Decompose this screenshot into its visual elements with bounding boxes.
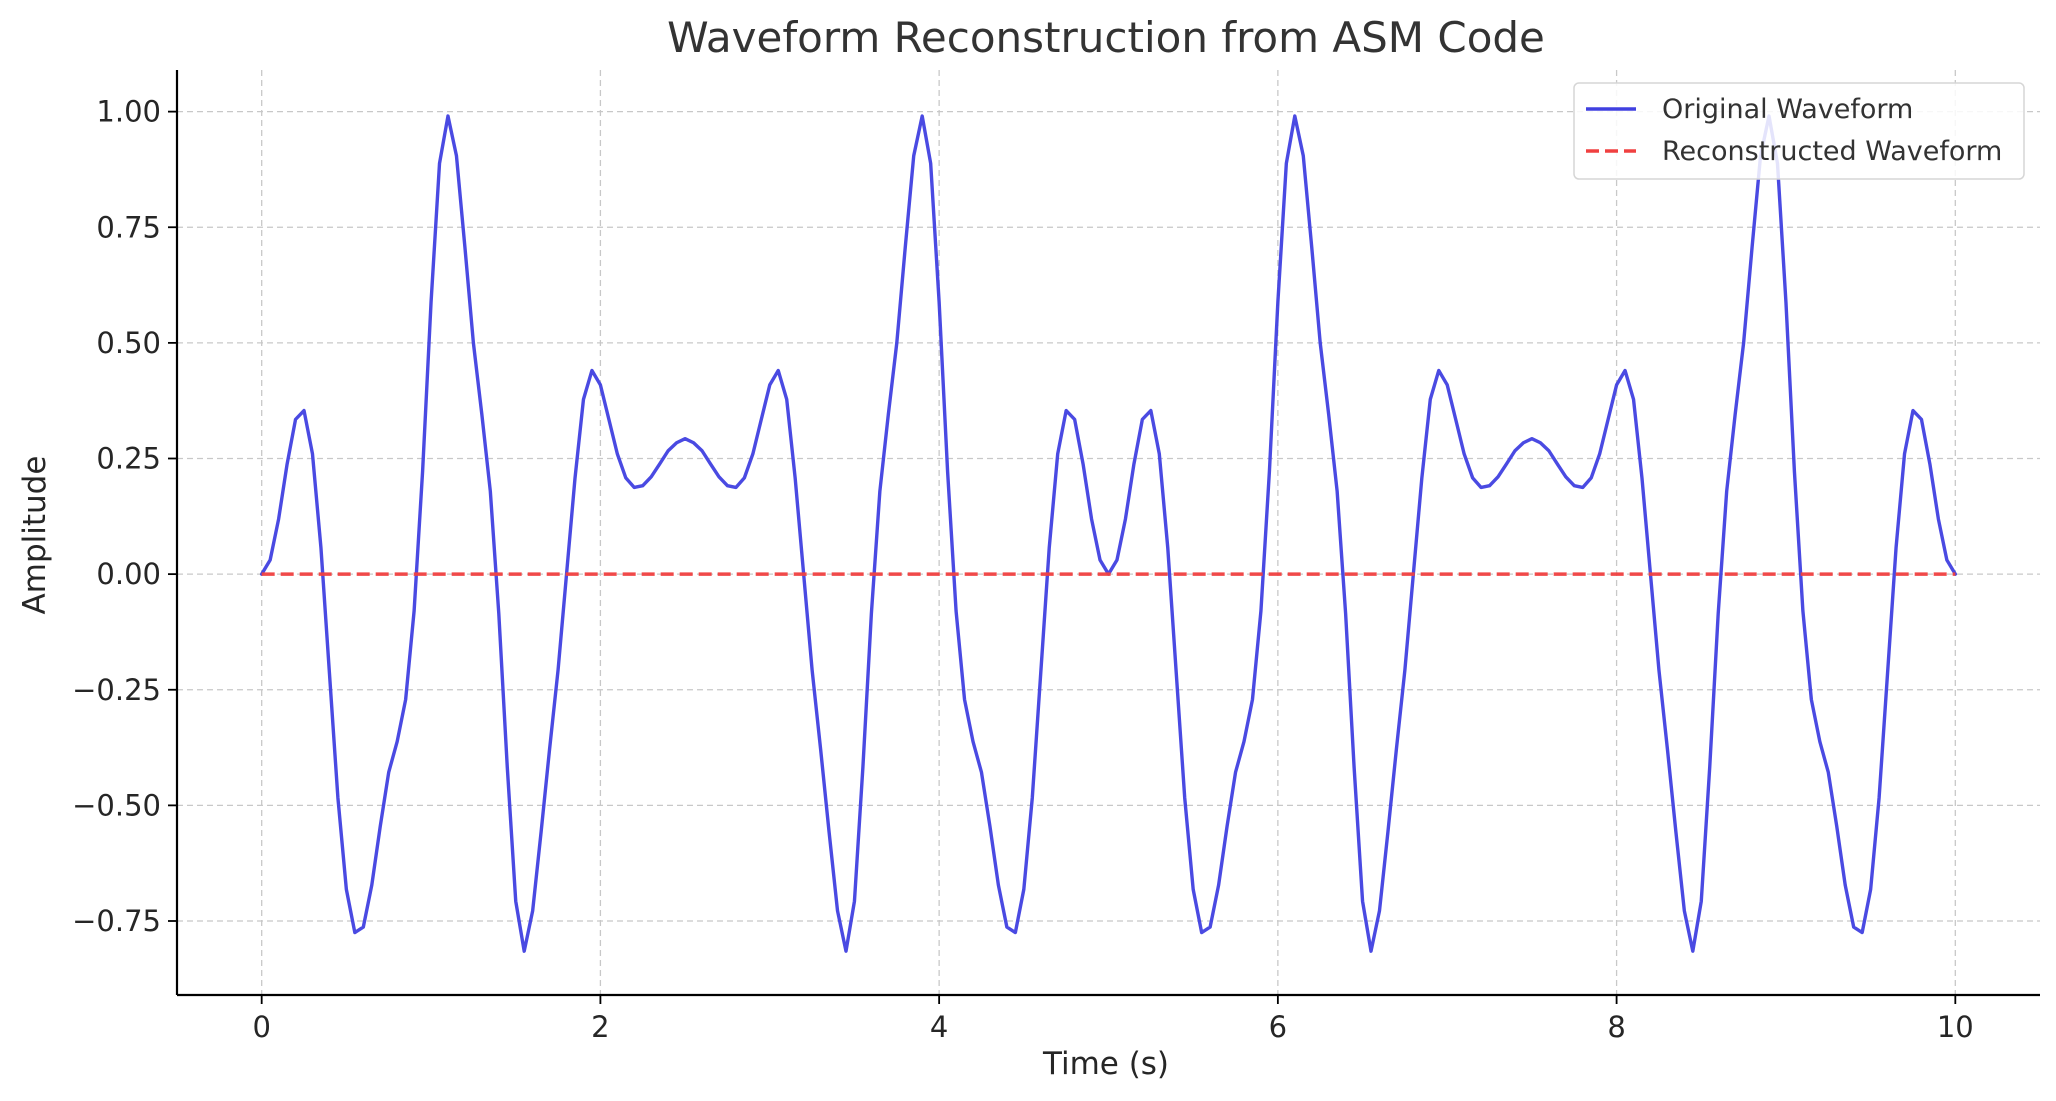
- series-line-original-waveform: [259, 114, 1958, 953]
- series-layer: [259, 114, 1958, 953]
- legend-label: Reconstructed Waveform: [1662, 136, 2002, 167]
- y-tick-label: 0.75: [96, 210, 161, 244]
- y-tick-label: −0.25: [72, 673, 161, 707]
- x-tick-label: 10: [1937, 1010, 1974, 1044]
- x-tick-label: 6: [1269, 1010, 1287, 1044]
- x-axis-ticks: 0 2 4 6 8 10: [252, 995, 1974, 1044]
- x-tick-label: 0: [252, 1010, 270, 1044]
- y-tick-label: 1.00: [96, 95, 161, 129]
- legend-label: Original Waveform: [1662, 94, 1913, 125]
- chart-title: Waveform Reconstruction from ASM Code: [667, 13, 1545, 62]
- y-tick-label: 0.25: [96, 442, 161, 476]
- y-tick-label: −0.50: [72, 788, 161, 822]
- y-axis-ticks: 1.00 0.75 0.50 0.25 0.00 −0.25 −0.50 −0.75: [72, 95, 177, 938]
- y-tick-label: −0.75: [72, 904, 161, 938]
- x-axis-label: Time (s): [1042, 1046, 1169, 1082]
- x-tick-label: 2: [591, 1010, 609, 1044]
- y-axis-label: Amplitude: [17, 456, 53, 615]
- x-tick-label: 8: [1607, 1010, 1625, 1044]
- legend: Original Waveform Reconstructed Waveform: [1573, 82, 2025, 180]
- legend-box: [1573, 82, 2025, 180]
- grid: [177, 70, 2040, 995]
- y-tick-label: 0.00: [96, 557, 161, 591]
- x-tick-label: 4: [930, 1010, 948, 1044]
- axes: [175, 70, 2040, 997]
- y-tick-label: 0.50: [96, 326, 161, 360]
